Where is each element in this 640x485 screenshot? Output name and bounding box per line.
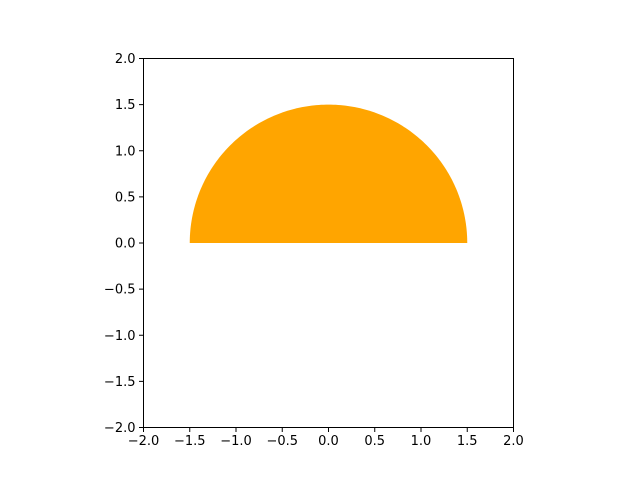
x-tick-label: 0.5 bbox=[364, 434, 385, 449]
x-tick-label: −0.5 bbox=[266, 434, 298, 449]
x-tick-label: 2.0 bbox=[503, 434, 524, 449]
x-axis: −2.0 −1.5 −1.0 −0.5 0.0 0.5 1.0 1.5 2.0 bbox=[128, 427, 524, 449]
x-tick-label: −1.5 bbox=[174, 434, 206, 449]
plot-area bbox=[143, 58, 514, 428]
y-tick-label: −0.5 bbox=[104, 283, 136, 298]
y-tick-label: 2.0 bbox=[115, 52, 136, 67]
data-marks bbox=[189, 104, 468, 243]
y-axis: −2.0 −1.5 −1.0 −0.5 0.0 0.5 1.0 1.5 2.0 bbox=[104, 52, 144, 436]
semicircle-fill-0 bbox=[189, 104, 468, 243]
y-tick-label: 1.0 bbox=[115, 144, 136, 159]
y-tick-label: 0.5 bbox=[115, 190, 136, 205]
x-tick-label: 1.0 bbox=[411, 434, 432, 449]
y-tick-label: −1.0 bbox=[104, 329, 136, 344]
y-tick-label: −1.5 bbox=[104, 375, 136, 390]
y-tick-label: 0.0 bbox=[115, 237, 136, 252]
y-tick-label: −2.0 bbox=[104, 421, 136, 436]
x-tick-label: −2.0 bbox=[128, 434, 160, 449]
x-tick-label: 1.5 bbox=[457, 434, 478, 449]
x-tick-label: −1.0 bbox=[220, 434, 252, 449]
y-tick-label: 1.5 bbox=[115, 98, 136, 113]
x-tick-label: 0.0 bbox=[318, 434, 339, 449]
